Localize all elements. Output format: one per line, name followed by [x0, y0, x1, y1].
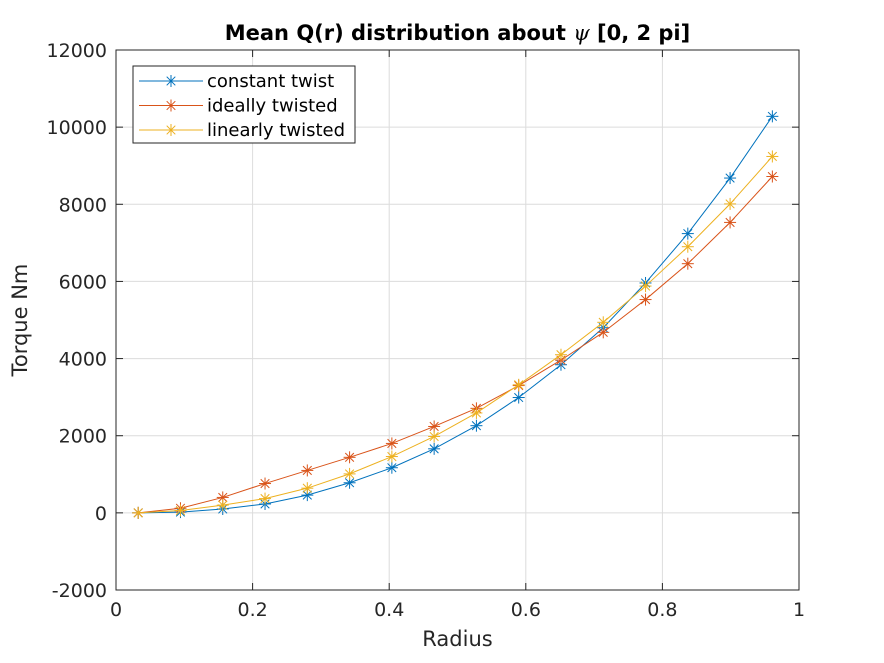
y-tick-label: 2000: [59, 426, 107, 448]
data-point-ideally-twisted: [766, 170, 779, 183]
x-axis-label: Radius: [422, 627, 492, 651]
x-tick-label: 0: [110, 599, 122, 621]
data-point-constant-twist: [428, 442, 441, 455]
y-tick-label: 10000: [47, 117, 107, 139]
tick-labels: 0 0.2 0.4 0.6 0.8 1-2000020004000600080001000…: [47, 40, 806, 621]
x-tick-label: 0.6: [511, 599, 541, 621]
chart-title-symbol: ψ: [573, 21, 590, 45]
legend: constant twist ideally twisted linearly tw…: [132, 65, 356, 144]
data-point-ideally-twisted: [681, 257, 694, 270]
data-point-linearly-twisted: [724, 197, 737, 210]
data-point-linearly-twisted: [766, 150, 779, 163]
data-point-linearly-twisted: [428, 430, 441, 443]
data-point-ideally-twisted: [597, 326, 610, 339]
data-point-linearly-twisted: [174, 504, 187, 517]
data-point-linearly-twisted: [216, 499, 229, 512]
data-point-linearly-twisted: [132, 506, 145, 519]
legend-entry-constant-twist: constant twist: [139, 71, 334, 92]
data-point-constant-twist: [301, 489, 314, 502]
y-tick-label: 0: [95, 503, 107, 525]
series-line-ideally-twisted: [138, 176, 773, 514]
data-point-ideally-twisted: [216, 491, 229, 504]
series-line-linearly-twisted: [138, 156, 773, 514]
data-point-linearly-twisted: [343, 467, 356, 480]
data-point-linearly-twisted: [597, 316, 610, 329]
data-point-ideally-twisted: [259, 477, 272, 490]
series-linearly-twisted: [132, 150, 779, 519]
data-point-linearly-twisted: [301, 482, 314, 495]
legend-marker: [165, 99, 177, 112]
data-point-ideally-twisted: [343, 451, 356, 464]
x-tick-label: 0.2: [237, 599, 267, 621]
series-layer: [132, 110, 779, 519]
legend-label: constant twist: [207, 71, 334, 92]
legend-label: ideally twisted: [207, 96, 338, 117]
legend-entry-ideally-twisted: ideally twisted: [139, 96, 338, 117]
data-point-linearly-twisted: [554, 348, 567, 361]
y-axis-label: Torque Nm: [8, 264, 32, 378]
y-tick-label: 4000: [59, 349, 107, 371]
data-point-linearly-twisted: [681, 240, 694, 253]
data-point-linearly-twisted: [259, 492, 272, 505]
data-point-ideally-twisted: [301, 464, 314, 477]
data-point-linearly-twisted: [385, 450, 398, 463]
data-point-constant-twist: [470, 419, 483, 432]
legend-label: linearly twisted: [207, 120, 345, 141]
legend-marker: [165, 124, 177, 136]
data-point-constant-twist: [512, 391, 525, 404]
legend-marker: [165, 75, 177, 87]
data-point-ideally-twisted: [639, 293, 652, 306]
data-point-ideally-twisted: [428, 420, 441, 433]
y-tick-label: -2000: [52, 580, 107, 602]
data-point-linearly-twisted: [470, 406, 483, 419]
chart-title: Mean Q(r) distribution about ψ [0, 2 pi]: [225, 21, 690, 45]
data-point-constant-twist: [681, 227, 694, 240]
data-point-constant-twist: [385, 461, 398, 474]
series-line-constant-twist: [138, 116, 773, 514]
chart-title-suffix: [0, 2 pi]: [590, 21, 691, 45]
data-point-linearly-twisted: [639, 280, 652, 293]
axes-box: [115, 49, 800, 591]
data-point-constant-twist: [766, 110, 779, 123]
x-tick-label: 1: [793, 599, 805, 621]
y-tick-label: 6000: [59, 271, 107, 293]
data-point-linearly-twisted: [512, 378, 525, 391]
data-point-constant-twist: [724, 172, 737, 185]
axes: [115, 49, 800, 591]
y-tick-label: 12000: [47, 40, 107, 62]
y-tick-label: 8000: [59, 194, 107, 216]
data-point-ideally-twisted: [385, 437, 398, 450]
x-tick-label: 0.8: [647, 599, 677, 621]
x-tick-label: 0.4: [374, 599, 404, 621]
data-point-ideally-twisted: [724, 216, 737, 229]
legend-entry-linearly-twisted: linearly twisted: [139, 120, 345, 141]
chart-title-prefix: Mean Q(r) distribution about: [225, 21, 573, 45]
